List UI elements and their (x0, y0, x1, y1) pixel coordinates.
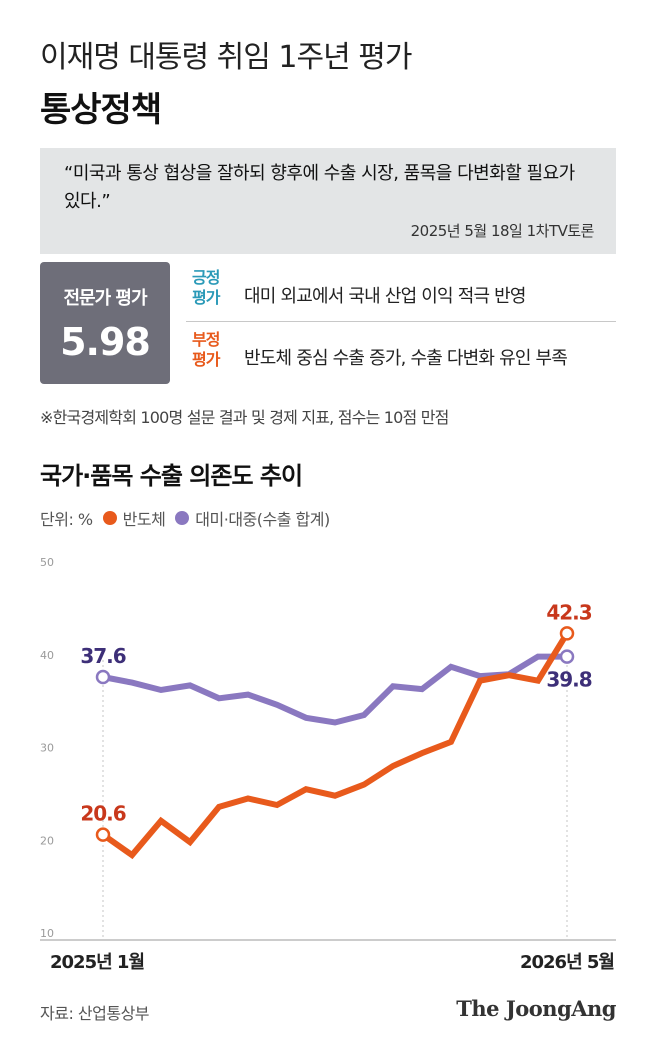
negative-evaluation-tag: 부정 평가 (192, 330, 220, 369)
semiconductor-end-point (559, 626, 575, 641)
expert-score-card: 전문가 평가 5.98 (40, 262, 170, 384)
survey-footnote: ※한국경제학회 100명 설문 결과 및 경제 지표, 점수는 10점 만점 (40, 408, 449, 427)
expert-score-value: 5.98 (60, 320, 151, 364)
us-china-start-label: 37.6 (80, 644, 125, 668)
positive-evaluation-text: 대미 외교에서 국내 산업 이익 적극 반영 (244, 286, 527, 307)
y-tick-label-20: 20 (40, 834, 54, 847)
legend-label-semiconductor: 반도체 (122, 510, 166, 529)
semiconductor-start-point (95, 827, 111, 842)
expert-score-label: 전문가 평가 (63, 288, 147, 309)
us-china-end-label: 39.8 (546, 668, 591, 692)
semiconductor-start-label: 20.6 (80, 802, 125, 826)
chart-title: 국가·품목 수출 의존도 추이 (40, 462, 303, 490)
y-tick-label-30: 30 (40, 742, 54, 755)
negative-evaluation-text: 반도체 중심 수출 증가, 수출 다변화 유인 부족 (244, 348, 568, 369)
legend-label-us-china: 대미·대중(수출 합계) (195, 510, 330, 529)
chart-legend: 단위: % 반도체 대미·대중(수출 합계) (40, 506, 330, 530)
y-tick-label-40: 40 (40, 649, 54, 662)
semiconductor-end-label: 42.3 (546, 600, 591, 624)
us-china-end-point (559, 649, 575, 664)
y-tick-label-50: 50 (40, 556, 54, 569)
positive-evaluation-row: 긍정 평가 대미 외교에서 국내 산업 이익 적극 반영 (186, 262, 616, 322)
series-line-us-china (102, 653, 567, 726)
line-chart: 10 20 30 40 50 2025년 1월 2026년 5월 20.6 42.3 37.6 39… (40, 556, 616, 973)
publisher-logo: The JoongAng (456, 996, 616, 1021)
quote-source: 2025년 5월 18일 1차TV토론 (410, 222, 595, 240)
x-axis-start-label: 2025년 1월 (50, 952, 144, 973)
quote-text: “미국과 통상 협상을 잘하되 향후에 수출 시장, 품목을 다변화할 필요가 … (64, 163, 575, 212)
negative-evaluation-row: 부정 평가 반도체 중심 수출 증가, 수출 다변화 유인 부족 (186, 324, 616, 384)
legend-swatch-us-china (175, 511, 190, 525)
page-title: 통상정책 (40, 90, 162, 130)
us-china-start-point (95, 669, 111, 685)
data-source: 자료: 산업통상부 (40, 1004, 150, 1023)
legend-swatch-semiconductor (102, 511, 117, 525)
unit-label: 단위: % (40, 510, 93, 529)
y-tick-label-10: 10 (40, 927, 54, 940)
series-line-semiconductor (101, 631, 570, 860)
quote-box: “미국과 통상 협상을 잘하되 향후에 수출 시장, 품목을 다변화할 필요가 … (40, 148, 616, 254)
x-axis-end-label: 2026년 5월 (520, 952, 614, 973)
positive-evaluation-tag: 긍정 평가 (192, 268, 220, 307)
page-subtitle: 이재명 대통령 취임 1주년 평가 (40, 40, 412, 75)
